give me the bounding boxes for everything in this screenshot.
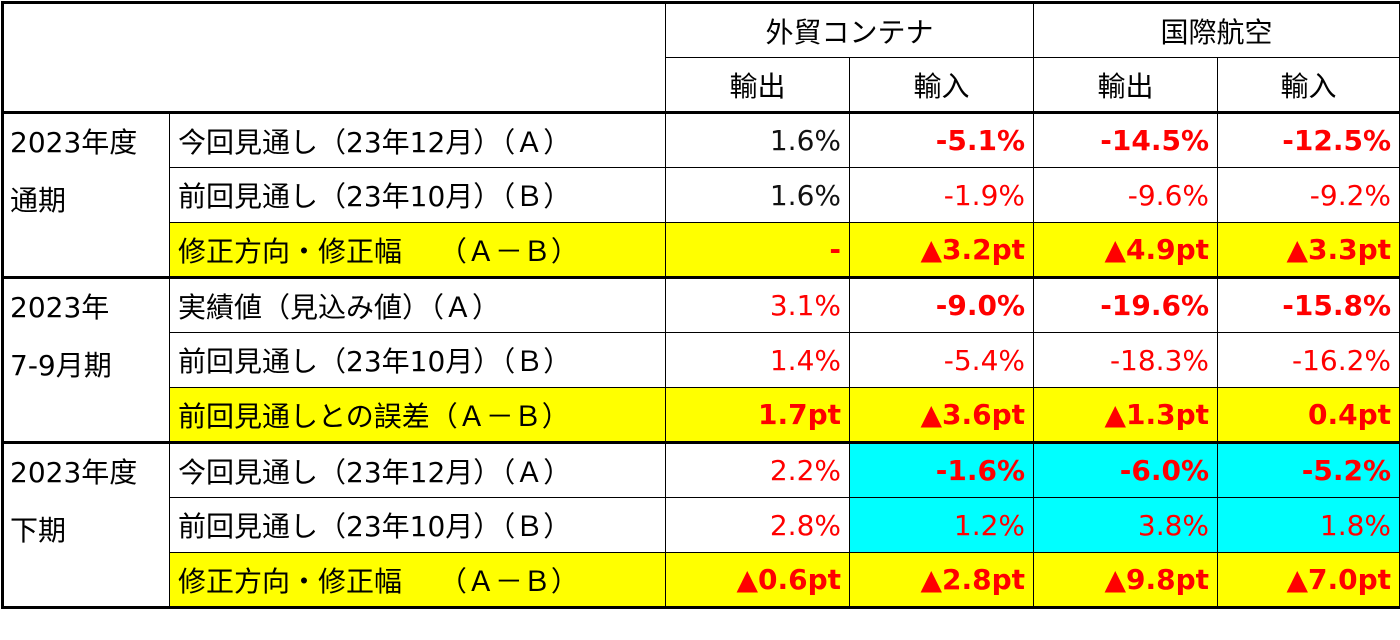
value-cell: ▲2.8pt — [850, 553, 1034, 608]
row-label: 今回見通し（23年12月）（Ａ） — [170, 443, 666, 498]
row-label: 実績値（見込み値）（Ａ） — [170, 278, 666, 333]
period-label: 2023年度通期 — [3, 113, 170, 278]
header-export: 輸出 — [1034, 58, 1218, 113]
value-cell: -16.2% — [1218, 333, 1400, 388]
value-cell: -5.2% — [1218, 443, 1400, 498]
value-cell: -9.2% — [1218, 168, 1400, 223]
value-cell: -14.5% — [1034, 113, 1218, 168]
period-label-line: 7-9月期 — [10, 337, 163, 395]
row-label: 前回見通し（23年10月）（Ｂ） — [170, 498, 666, 553]
value-cell: - — [666, 223, 850, 278]
value-cell: 3.1% — [666, 278, 850, 333]
value-cell: 1.4% — [666, 333, 850, 388]
value-cell: -6.0% — [1034, 443, 1218, 498]
table-row: 前回見通し（23年10月）（Ｂ）1.6%-1.9%-9.6%-9.2% — [3, 168, 1400, 223]
value-cell: -9.6% — [1034, 168, 1218, 223]
period-label-line: 通期 — [10, 172, 163, 230]
value-cell: ▲4.9pt — [1034, 223, 1218, 278]
table-row: 修正方向・修正幅 （Ａ－Ｂ）▲0.6pt▲2.8pt▲9.8pt▲7.0pt — [3, 553, 1400, 608]
header-container-trade: 外貿コンテナ — [666, 3, 1034, 58]
value-cell: 1.6% — [666, 113, 850, 168]
row-label: 前回見通し（23年10月）（Ｂ） — [170, 333, 666, 388]
value-cell: 1.2% — [850, 498, 1034, 553]
table-row: 2023年度通期今回見通し（23年12月）（Ａ）1.6%-5.1%-14.5%-… — [3, 113, 1400, 168]
header-import: 輸入 — [850, 58, 1034, 113]
row-label: 修正方向・修正幅 （Ａ－Ｂ） — [170, 553, 666, 608]
period-label-line: 下期 — [10, 502, 163, 560]
value-cell: ▲9.8pt — [1034, 553, 1218, 608]
value-cell: 0.4pt — [1218, 388, 1400, 443]
value-cell: -15.8% — [1218, 278, 1400, 333]
period-label-line: 2023年度 — [10, 444, 163, 502]
forecast-table: 外貿コンテナ 国際航空 輸出 輸入 輸出 輸入 2023年度通期今回見通し（23… — [1, 1, 1400, 609]
value-cell: ▲3.6pt — [850, 388, 1034, 443]
value-cell: 2.2% — [666, 443, 850, 498]
period-label: 2023年度下期 — [3, 443, 170, 608]
period-label-line: 2023年 — [10, 279, 163, 337]
value-cell: 1.8% — [1218, 498, 1400, 553]
table-row: 前回見通し（23年10月）（Ｂ）1.4%-5.4%-18.3%-16.2% — [3, 333, 1400, 388]
value-cell: ▲7.0pt — [1218, 553, 1400, 608]
table-row: 修正方向・修正幅 （Ａ－Ｂ）-▲3.2pt▲4.9pt▲3.3pt — [3, 223, 1400, 278]
row-label: 今回見通し（23年12月）（Ａ） — [170, 113, 666, 168]
value-cell: 1.6% — [666, 168, 850, 223]
value-cell: -1.6% — [850, 443, 1034, 498]
value-cell: -19.6% — [1034, 278, 1218, 333]
value-cell: ▲3.2pt — [850, 223, 1034, 278]
value-cell: -5.4% — [850, 333, 1034, 388]
value-cell: 3.8% — [1034, 498, 1218, 553]
value-cell: -9.0% — [850, 278, 1034, 333]
value-cell: 2.8% — [666, 498, 850, 553]
header-import: 輸入 — [1218, 58, 1400, 113]
value-cell: -1.9% — [850, 168, 1034, 223]
row-label: 前回見通し（23年10月）（Ｂ） — [170, 168, 666, 223]
header-export: 輸出 — [666, 58, 850, 113]
header-row-groups: 外貿コンテナ 国際航空 — [3, 3, 1400, 58]
header-international-air: 国際航空 — [1034, 3, 1400, 58]
table-row: 前回見通し（23年10月）（Ｂ）2.8%1.2%3.8%1.8% — [3, 498, 1400, 553]
value-cell: -18.3% — [1034, 333, 1218, 388]
table-row: 2023年度下期今回見通し（23年12月）（Ａ）2.2%-1.6%-6.0%-5… — [3, 443, 1400, 498]
row-label: 修正方向・修正幅 （Ａ－Ｂ） — [170, 223, 666, 278]
value-cell: ▲0.6pt — [666, 553, 850, 608]
value-cell: -12.5% — [1218, 113, 1400, 168]
value-cell: -5.1% — [850, 113, 1034, 168]
value-cell: ▲1.3pt — [1034, 388, 1218, 443]
header-corner — [3, 3, 666, 113]
value-cell: 1.7pt — [666, 388, 850, 443]
period-label-line: 2023年度 — [10, 114, 163, 172]
row-label: 前回見通しとの誤差（Ａ－Ｂ） — [170, 388, 666, 443]
value-cell: ▲3.3pt — [1218, 223, 1400, 278]
